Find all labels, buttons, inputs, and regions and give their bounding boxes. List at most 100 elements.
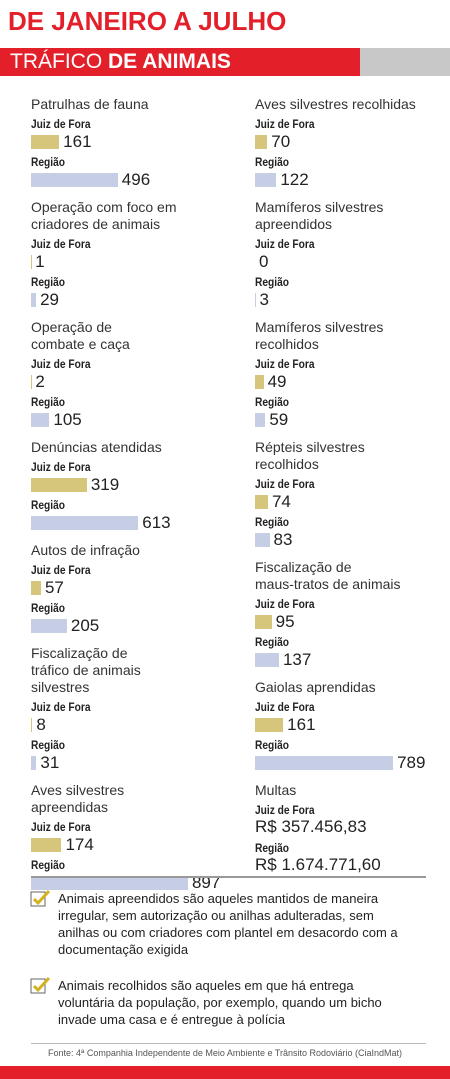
bar-row: 74 xyxy=(255,493,450,511)
value-label: 83 xyxy=(273,530,293,549)
bar xyxy=(255,653,279,667)
panel-title: recolhidos xyxy=(255,336,319,352)
series-label: Juiz de Fora xyxy=(31,357,91,371)
series-label: Região xyxy=(255,515,290,529)
title-band xyxy=(0,48,360,76)
value-text: R$ 357.456,83 xyxy=(255,817,367,836)
bar-row: 57 xyxy=(31,579,231,597)
panel: Autos de infração Juiz de Fora 57 Região 205 xyxy=(31,542,231,635)
panel-title: Operação de xyxy=(31,319,112,335)
series-label: Juiz de Fora xyxy=(31,563,91,577)
bar-row: 161 xyxy=(31,133,231,151)
panel-title: recolhidos xyxy=(255,456,319,472)
series-label: Região xyxy=(31,738,66,752)
bar xyxy=(31,516,139,530)
series-label: Juiz de Fora xyxy=(31,460,91,474)
value-label: 174 xyxy=(65,835,94,854)
bar xyxy=(31,293,37,307)
value-label: 161 xyxy=(287,715,316,734)
column: Patrulhas de fauna Juiz de Fora 161 Região 4… xyxy=(31,96,231,902)
value-label: 137 xyxy=(282,650,312,669)
bar-row: 122 xyxy=(255,171,450,189)
value-label: 1 xyxy=(35,252,45,271)
bar-row: 897 xyxy=(31,874,231,892)
title-band-gray xyxy=(360,48,450,76)
value-label: 95 xyxy=(275,612,295,631)
series-label: Região xyxy=(31,155,66,169)
series-label: Região xyxy=(255,841,290,855)
panel: Operação com foco em criadores de animais… xyxy=(31,199,231,309)
value-label: 105 xyxy=(53,410,82,429)
panel: Aves silvestres apreendidas Juiz de Fora 17… xyxy=(31,782,231,892)
series-label: Juiz de Fora xyxy=(255,117,315,131)
series-label: Região xyxy=(31,395,66,409)
panel-title: Répteis silvestres xyxy=(255,439,365,455)
note: Animais recolhidos são aqueles em que há… xyxy=(58,978,382,1027)
series-label: Juiz de Fora xyxy=(255,803,315,817)
series-label: Juiz de Fora xyxy=(31,820,91,834)
panel: Répteis silvestres recolhidos Juiz de Fora… xyxy=(255,439,450,549)
series-label: Região xyxy=(255,275,290,289)
value-label: 8 xyxy=(36,715,46,734)
footer-band xyxy=(0,1066,450,1079)
bar xyxy=(31,718,33,732)
bar-row: 70 xyxy=(255,133,450,151)
panel-title: criadores de animais xyxy=(31,216,161,232)
bar-row: 496 xyxy=(31,171,231,189)
series-label: Juiz de Fora xyxy=(255,237,315,251)
value-label: 31 xyxy=(40,753,60,772)
bar xyxy=(255,495,268,509)
bar-row: 319 xyxy=(31,476,231,494)
panel-title: Mamíferos silvestres xyxy=(255,199,384,215)
bar-row: 59 xyxy=(255,411,450,429)
value-label: 59 xyxy=(269,410,289,429)
bar xyxy=(255,375,264,389)
value-label: 122 xyxy=(280,170,309,189)
column: Aves silvestres recolhidas Juiz de Fora 70… xyxy=(255,96,450,885)
series-label: Juiz de Fora xyxy=(31,700,91,714)
bar xyxy=(255,615,272,629)
panel: Denúncias atendidas Juiz de Fora 319 Região… xyxy=(31,439,231,532)
value-label: 319 xyxy=(90,475,120,494)
value-label: 2 xyxy=(35,372,45,391)
value-label: 70 xyxy=(271,132,291,151)
value-label: 161 xyxy=(63,132,92,151)
series-label: Juiz de Fora xyxy=(31,237,91,251)
series-label: Região xyxy=(255,635,290,649)
panel: Fiscalização de tráfico de animais silvest… xyxy=(31,645,231,772)
bar-row: 161 xyxy=(255,716,450,734)
panel-title: Aves silvestres xyxy=(31,782,125,798)
series-label: Região xyxy=(31,601,66,615)
panel-title: tráfico de animais xyxy=(31,662,141,678)
panel: Mamíferos silvestres apreendidos Juiz de F… xyxy=(255,199,450,309)
bar-row: 8 xyxy=(31,716,231,734)
bar-row: 31 xyxy=(31,754,231,772)
bar xyxy=(31,581,41,595)
bar xyxy=(255,756,394,770)
bar xyxy=(255,718,284,732)
panel: Patrulhas de fauna Juiz de Fora 161 Região 4… xyxy=(31,96,231,189)
panel-title: maus-tratos de animais xyxy=(255,576,401,592)
series-label: Juiz de Fora xyxy=(255,357,315,371)
bar xyxy=(31,135,60,149)
bar-row: 1 xyxy=(31,253,231,271)
series-label: Região xyxy=(31,275,66,289)
bar xyxy=(31,478,87,492)
subtitle: TRÁFICO DE ANIMAIS xyxy=(10,50,231,74)
bar xyxy=(255,533,270,547)
series-label: Região xyxy=(255,738,290,752)
bar-row: 2 xyxy=(31,373,231,391)
value-label: 29 xyxy=(40,290,59,309)
panel-title: Gaiolas aprendidas xyxy=(255,679,376,695)
bar xyxy=(31,413,50,427)
note: Animais apreendidos são aqueles mantidos… xyxy=(58,891,398,957)
bar-row: 105 xyxy=(31,411,231,429)
bar-row: 0 xyxy=(255,253,450,271)
bar xyxy=(31,173,118,187)
series-label: Juiz de Fora xyxy=(255,700,315,714)
panel-title: Autos de infração xyxy=(31,542,140,558)
bar-row: 29 xyxy=(31,291,231,309)
panel: Mamíferos silvestres recolhidos Juiz de Fo… xyxy=(255,319,450,429)
panel-title: Denúncias atendidas xyxy=(31,439,162,455)
